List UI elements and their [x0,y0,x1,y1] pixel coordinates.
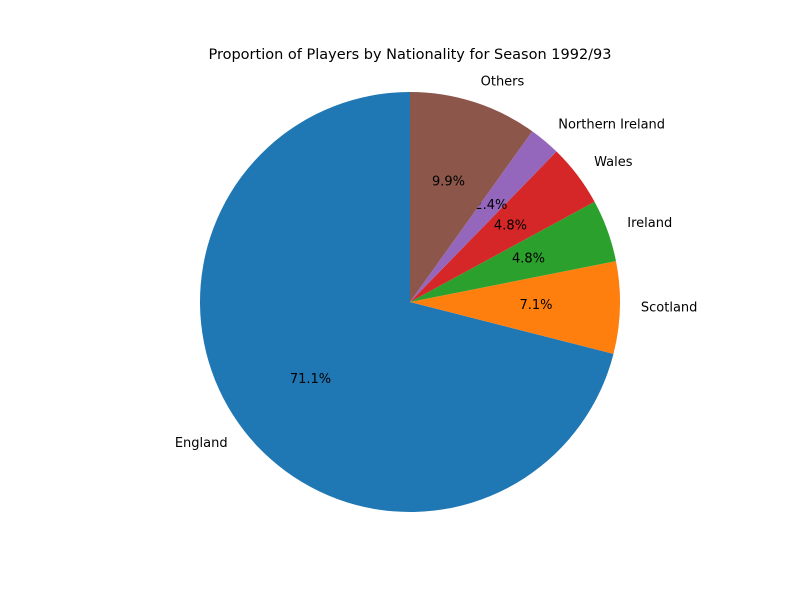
slice-percent-scotland: 7.1% [519,298,552,313]
pie-slice-northern-ireland [410,131,557,302]
slice-label-northern-ireland: Northern Ireland [558,117,665,132]
pie-slice-others [410,92,533,302]
slice-percent-northern-ireland: 2.4% [474,198,507,213]
slice-label-scotland: Scotland [641,301,698,316]
slice-percent-ireland: 4.8% [512,252,545,267]
slice-label-others: Others [481,75,525,90]
slice-label-wales: Wales [594,155,633,170]
slice-percent-others: 9.9% [432,175,465,190]
slice-percent-wales: 4.8% [494,218,527,233]
slice-percent-england: 71.1% [290,372,331,387]
chart-title: Proportion of Players by Nationality for… [208,47,612,63]
pie-slice-wales [410,151,595,302]
pie-slice-scotland [410,261,621,354]
slice-label-ireland: Ireland [627,216,672,231]
slice-label-england: England [175,436,228,451]
pie-slice-ireland [410,201,616,302]
pie-slice-england [200,92,614,512]
